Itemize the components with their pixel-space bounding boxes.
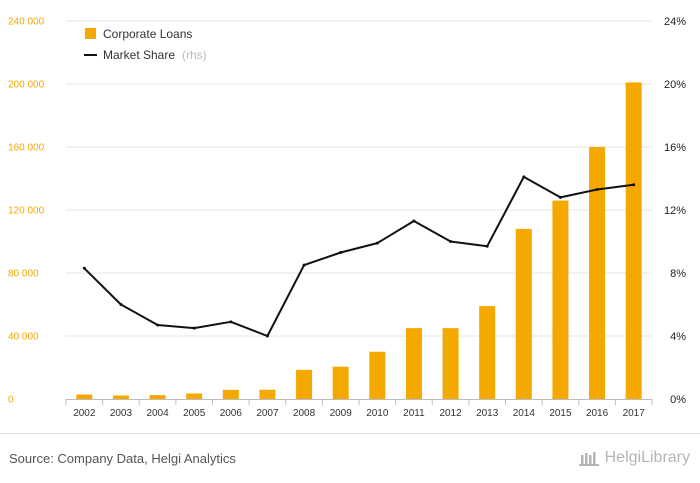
x-tick-label: 2009	[330, 408, 353, 419]
point-market-share	[522, 175, 526, 179]
bar-corporate-loans	[405, 328, 422, 399]
x-tick-label: 2014	[513, 408, 536, 419]
point-market-share	[302, 263, 306, 267]
bar-corporate-loans	[479, 306, 496, 399]
bar-corporate-loans	[369, 351, 386, 399]
x-tick-label: 2016	[586, 408, 609, 419]
y-tick-label-left: 120 000	[8, 206, 45, 217]
bar-corporate-loans	[296, 369, 313, 399]
legend-label-corporate-loans: Corporate Loans	[103, 27, 192, 41]
y-tick-label-right: 16%	[664, 142, 686, 154]
bar-corporate-loans	[332, 366, 349, 399]
point-market-share	[449, 240, 453, 243]
x-tick-label: 2015	[549, 408, 572, 419]
bar-corporate-loans	[442, 328, 459, 399]
bar-corporate-loans	[222, 389, 239, 399]
x-tick-label: 2007	[256, 408, 279, 419]
legend-marker-corporate-loans	[85, 28, 96, 39]
point-market-share	[485, 244, 489, 248]
x-tick-label: 2004	[146, 408, 169, 419]
y-tick-label-right: 0%	[670, 394, 686, 406]
bar-corporate-loans	[149, 395, 166, 399]
y-tick-label-right: 24%	[664, 16, 686, 28]
x-tick-label: 2012	[439, 408, 462, 419]
bar-corporate-loans	[76, 394, 93, 399]
y-tick-label-left: 80 000	[8, 269, 39, 280]
y-tick-label-left: 40 000	[8, 332, 39, 343]
y-tick-label-left: 240 000	[8, 17, 45, 28]
brand-logo[interactable]: HelgiLibrary	[578, 449, 690, 467]
y-tick-label-left: 160 000	[8, 143, 45, 154]
y-tick-label-right: 8%	[670, 268, 686, 280]
line-market-share	[83, 175, 634, 337]
point-market-share	[375, 241, 379, 245]
bar-corporate-loans	[515, 228, 532, 399]
y-tick-label-left: 0	[8, 395, 14, 406]
point-market-share	[632, 183, 636, 187]
bar-corporate-loans	[112, 395, 129, 399]
point-market-share	[82, 266, 86, 270]
point-market-share	[265, 334, 269, 338]
point-market-share	[412, 219, 416, 223]
brand-name: HelgiLibrary	[604, 449, 690, 466]
footer-divider	[0, 433, 700, 434]
point-market-share	[229, 320, 233, 324]
legend-label-market-share: Market Share	[103, 48, 175, 62]
y-tick-label-right: 20%	[664, 79, 686, 91]
x-tick-label: 2008	[293, 408, 316, 419]
bar-corporate-loans	[186, 393, 203, 399]
y-tick-label-left: 200 000	[8, 80, 45, 91]
bar-corporate-loans	[589, 147, 606, 399]
x-tick-label: 2013	[476, 408, 499, 419]
point-market-share	[558, 195, 562, 199]
x-tick-label: 2002	[73, 408, 96, 419]
point-market-share	[192, 326, 196, 330]
x-tick-label: 2006	[220, 408, 243, 419]
bar-corporate-loans	[552, 200, 569, 399]
library-icon	[578, 452, 599, 466]
x-tick-label: 2017	[623, 408, 646, 419]
x-tick-label: 2011	[403, 408, 425, 419]
source-note: Source: Company Data, Helgi Analytics	[9, 451, 236, 466]
y-tick-label-right: 12%	[664, 205, 686, 217]
x-tick-label: 2005	[183, 408, 206, 419]
point-market-share	[595, 188, 599, 192]
x-tick-label: 2010	[366, 408, 389, 419]
legend-suffix-rhs: (rhs)	[182, 48, 207, 62]
x-tick-label: 2003	[110, 408, 133, 419]
bar-corporate-loans	[625, 82, 642, 400]
point-market-share	[156, 323, 160, 327]
y-tick-label-right: 4%	[670, 331, 686, 343]
bar-corporate-loans	[259, 389, 276, 399]
point-market-share	[339, 251, 343, 255]
point-market-share	[119, 303, 123, 306]
